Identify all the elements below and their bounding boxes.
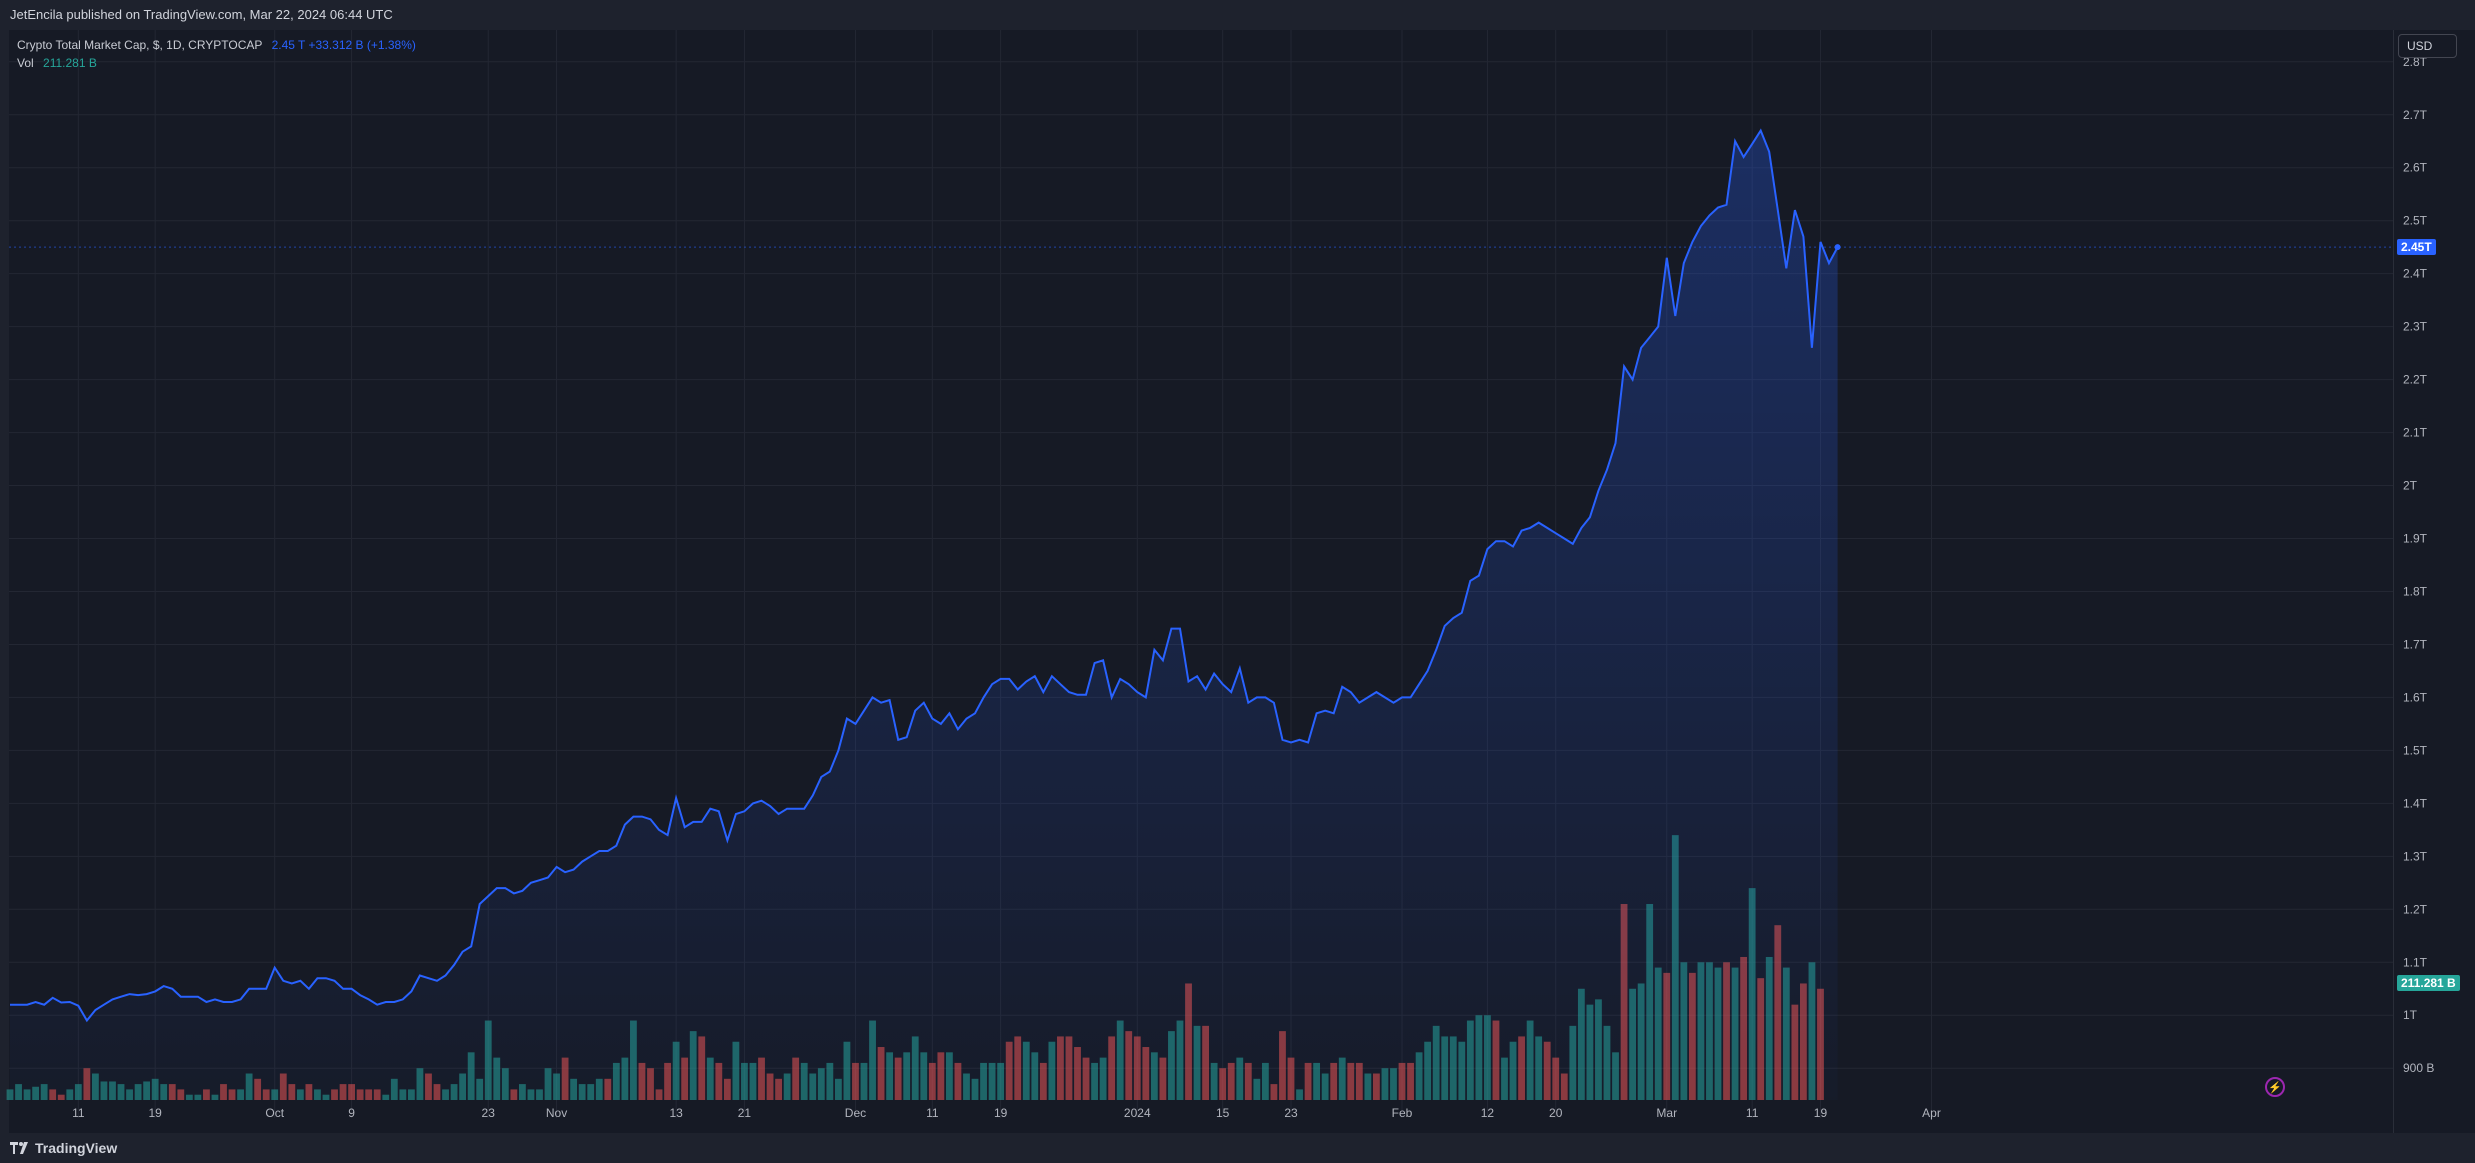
last-price-badge: 2.45T (2397, 239, 2436, 256)
price-line (10, 128, 1839, 1023)
y-tick-label: 2.7T (2403, 108, 2428, 122)
y-tick-label: 2.5T (2403, 214, 2428, 228)
y-tick-label: 2T (2403, 479, 2418, 493)
x-tick-label: Oct (265, 1106, 284, 1120)
price-axis[interactable] (2393, 30, 2475, 1133)
y-tick-label: 2.1T (2403, 426, 2428, 440)
last-volume-badge: 211.281 B (2397, 975, 2460, 991)
y-tick-label: 2.2T (2403, 373, 2428, 387)
y-tick-label: 1.4T (2403, 796, 2428, 810)
x-tick-label: 19 (1814, 1106, 1828, 1120)
symbol-label[interactable]: Crypto Total Market Cap, $, 1D, CRYPTOCA… (17, 38, 263, 52)
top-bar: JetEncila published on TradingView.com, … (0, 0, 2475, 30)
area-fill (10, 130, 1838, 1101)
y-tick-label: 900 B (2403, 1061, 2434, 1075)
x-tick-label: Mar (1656, 1106, 1677, 1120)
x-tick-label: 2024 (1124, 1106, 1151, 1120)
x-tick-label: Apr (1922, 1106, 1941, 1120)
x-tick-label: 20 (1549, 1106, 1563, 1120)
price-values: 2.45 T +33.312 B (+1.38%) (271, 38, 416, 52)
x-tick-label: 23 (482, 1106, 496, 1120)
x-tick-label: 9 (348, 1106, 355, 1120)
y-tick-label: 1.1T (2403, 955, 2428, 969)
footer-bar: TradingView (0, 1133, 2475, 1163)
x-tick-label: 15 (1216, 1106, 1230, 1120)
last-point (1834, 244, 1841, 251)
x-tick-label: 19 (149, 1106, 163, 1120)
y-tick-label: 2.6T (2403, 161, 2428, 175)
y-tick-label: 1.2T (2403, 902, 2428, 916)
tradingview-logo[interactable]: TradingView (10, 1140, 117, 1156)
x-tick-label: 19 (994, 1106, 1008, 1120)
x-tick-label: 21 (738, 1106, 752, 1120)
currency-button[interactable]: USD (2398, 34, 2457, 58)
chart-legend: Crypto Total Market Cap, $, 1D, CRYPTOCA… (17, 36, 416, 72)
y-tick-label: 2.8T (2403, 55, 2428, 69)
brand-label: TradingView (35, 1140, 118, 1156)
x-tick-label: Feb (1392, 1106, 1413, 1120)
y-tick-label: 1.8T (2403, 584, 2428, 598)
y-tick-label: 1T (2403, 1008, 2418, 1022)
lightning-icon[interactable]: ⚡ (2265, 1077, 2285, 1097)
x-tick-label: 23 (1284, 1106, 1298, 1120)
y-tick-label: 1.5T (2403, 743, 2428, 757)
x-tick-label: 13 (669, 1106, 683, 1120)
y-tick-label: 1.3T (2403, 849, 2428, 863)
y-tick-label: 1.9T (2403, 532, 2428, 546)
y-tick-label: 1.7T (2403, 637, 2428, 651)
y-tick-label: 2.3T (2403, 320, 2428, 334)
x-tick-label: 11 (1746, 1106, 1759, 1120)
x-tick-label: 11 (72, 1106, 85, 1120)
tradingview-logo-icon (10, 1142, 28, 1154)
publisher-text: JetEncila published on TradingView.com, … (10, 7, 393, 22)
x-tick-label: 12 (1481, 1106, 1495, 1120)
y-tick-label: 1.6T (2403, 690, 2428, 704)
x-tick-label: 11 (926, 1106, 939, 1120)
volume-value: 211.281 B (43, 56, 97, 70)
x-tick-label: Nov (546, 1106, 567, 1120)
x-tick-label: Dec (845, 1106, 866, 1120)
volume-label[interactable]: Vol (17, 56, 34, 70)
y-tick-label: 2.4T (2403, 267, 2428, 281)
